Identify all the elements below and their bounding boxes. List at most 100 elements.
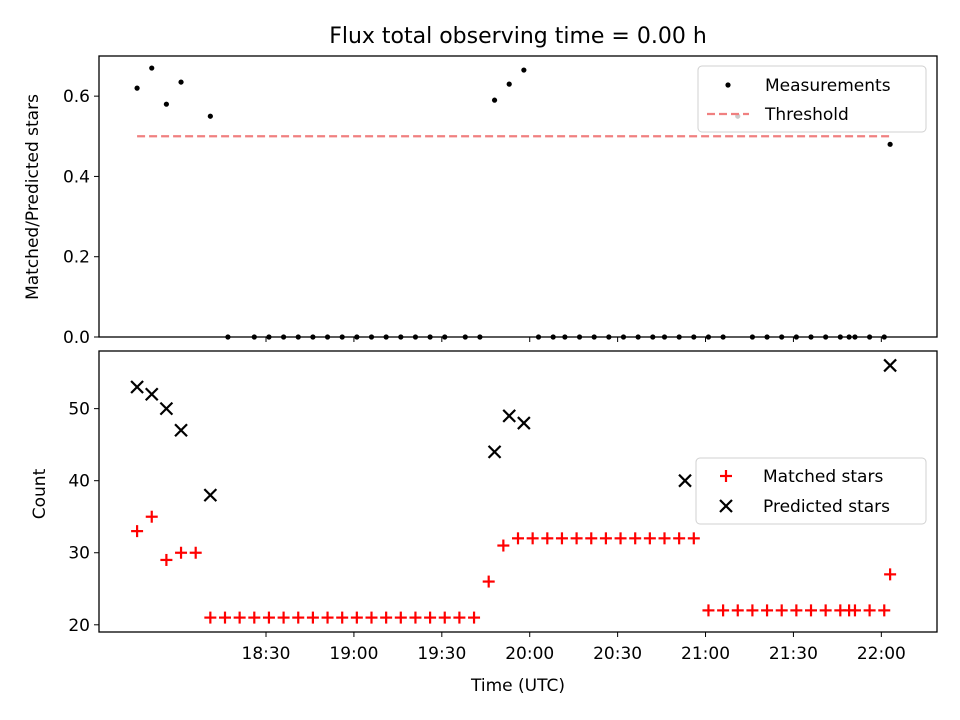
measurement-point xyxy=(149,65,155,71)
matched-stars-point xyxy=(512,532,524,545)
legend-threshold-label: Threshold xyxy=(764,105,849,125)
count-panel: Count Time (UTC) 20 30 40 50 18:30 19:00 19:3… xyxy=(30,350,938,696)
matched-stars-point xyxy=(497,539,510,552)
predicted-stars-point xyxy=(517,416,531,430)
x-tick-label: 19:30 xyxy=(417,644,466,664)
measurement-point xyxy=(521,67,527,73)
predicted-stars-point xyxy=(487,445,502,459)
matched-stars-point xyxy=(453,611,466,624)
matched-stars-point xyxy=(526,532,539,545)
matched-stars-point xyxy=(629,532,642,545)
matched-stars-point xyxy=(321,611,334,624)
legend-predicted-label: Predicted stars xyxy=(763,497,890,517)
x-axis-label: Time (UTC) xyxy=(470,676,565,696)
predicted-stars-point xyxy=(203,488,218,502)
matched-stars-point xyxy=(262,611,275,624)
matched-stars-point xyxy=(365,611,378,624)
y-tick-label: 50 xyxy=(68,400,90,420)
matched-stars-point xyxy=(189,546,202,559)
legend-predicted-marker xyxy=(719,499,733,513)
matched-stars-point xyxy=(394,611,407,624)
y-axis-label-count: Count xyxy=(30,468,50,519)
y-tick-label: 0.6 xyxy=(63,87,90,107)
x-tick-label: 20:00 xyxy=(505,644,554,664)
matched-stars-point xyxy=(204,611,217,624)
predicted-stars-point xyxy=(130,380,144,394)
matched-stars-point xyxy=(746,604,759,617)
measurement-point xyxy=(506,81,512,87)
matched-stars-point xyxy=(292,611,305,624)
matched-stars-point xyxy=(218,611,231,624)
measurement-point xyxy=(134,85,140,91)
count-y-ticks: 20 30 40 50 xyxy=(68,400,99,636)
chart-title: Flux total observing time = 0.00 h xyxy=(329,24,707,49)
matched-stars-point xyxy=(884,568,897,581)
count-legend-box xyxy=(695,457,927,525)
matched-stars-point xyxy=(277,611,290,624)
predicted-stars-point xyxy=(883,358,897,373)
x-tick-label: 22:00 xyxy=(857,644,906,664)
ratio-panel: Flux total observing time = 0.00 h Match… xyxy=(23,24,938,348)
x-tick-label: 18:30 xyxy=(242,644,291,664)
matched-stars-point xyxy=(482,575,495,588)
measurement-point xyxy=(163,101,169,107)
matched-stars-point xyxy=(468,611,481,624)
measurement-point xyxy=(887,141,893,147)
y-tick-label: 0.0 xyxy=(63,328,90,348)
matched-stars-point xyxy=(175,546,188,559)
matched-stars-point xyxy=(409,611,422,624)
matched-stars-point xyxy=(819,604,832,617)
matched-stars-point xyxy=(761,604,774,617)
predicted-stars-point xyxy=(144,387,159,402)
ratio-x-ticks xyxy=(265,337,882,342)
matched-stars-point xyxy=(380,611,393,624)
x-tick-label: 19:00 xyxy=(329,644,378,664)
matched-stars-point xyxy=(145,510,158,523)
legend-measurements-marker xyxy=(725,82,731,88)
matched-stars-point xyxy=(306,611,319,624)
matched-stars-point xyxy=(848,604,861,617)
measurement-point xyxy=(491,97,498,103)
matched-stars-point xyxy=(717,604,730,617)
matched-stars-point xyxy=(438,611,451,624)
y-tick-label: 20 xyxy=(68,616,90,636)
y-axis-label-ratio: Matched/Predicted stars xyxy=(23,94,43,300)
matched-stars-point xyxy=(673,532,686,545)
ratio-y-ticks: 0.0 0.2 0.4 0.6 xyxy=(63,87,99,348)
x-tick-label: 20:30 xyxy=(593,644,642,664)
predicted-stars-point xyxy=(678,473,692,488)
legend-measurements-label: Measurements xyxy=(765,76,891,96)
y-tick-label: 30 xyxy=(68,544,90,564)
matched-stars-point xyxy=(790,604,803,617)
ratio-legend-box xyxy=(697,65,927,133)
legend-matched-marker xyxy=(720,470,732,482)
matched-stars-point xyxy=(863,604,876,617)
count-plot-frame xyxy=(98,350,938,633)
count-x-ticks: 18:30 19:00 19:30 20:00 20:30 21:00 21:30 22:00 xyxy=(242,632,906,664)
predicted-stars-point xyxy=(174,423,188,438)
matched-stars-point xyxy=(160,553,173,566)
ratio-marks xyxy=(134,65,893,340)
matched-stars-point xyxy=(805,604,818,617)
matched-stars-point xyxy=(643,532,656,545)
matched-stars-point xyxy=(555,532,568,545)
matched-stars-point xyxy=(731,604,744,617)
predicted-stars-point xyxy=(502,409,516,423)
matched-stars-point xyxy=(702,604,715,617)
matched-stars-point xyxy=(585,532,598,545)
matched-stars-point xyxy=(599,532,612,545)
matched-stars-point xyxy=(775,604,788,617)
count-marks xyxy=(130,358,897,624)
matched-stars-point xyxy=(658,532,671,545)
matched-stars-point xyxy=(570,532,583,545)
x-tick-label: 21:30 xyxy=(769,644,818,664)
matched-stars-point xyxy=(424,611,437,624)
ratio-legend: Measurements Threshold xyxy=(697,65,927,133)
predicted-stars-point xyxy=(159,401,174,416)
y-tick-label: 0.4 xyxy=(63,167,90,187)
matched-stars-point xyxy=(131,525,144,538)
ratio-plot-frame xyxy=(98,55,938,338)
y-tick-label: 0.2 xyxy=(63,248,90,268)
matched-stars-point xyxy=(541,532,554,545)
